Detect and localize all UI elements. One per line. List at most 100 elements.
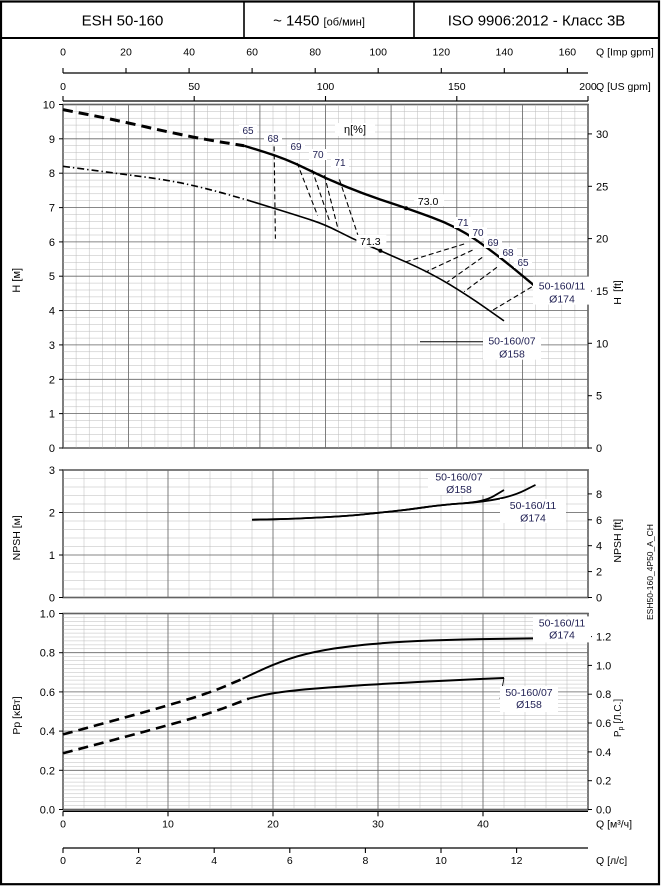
- svg-text:5: 5: [49, 271, 55, 283]
- svg-text:0.2: 0.2: [596, 776, 611, 788]
- svg-text:2: 2: [49, 374, 55, 386]
- svg-text:0: 0: [596, 443, 602, 455]
- svg-text:2: 2: [596, 567, 602, 579]
- svg-text:[ft]: [ft]: [612, 280, 624, 292]
- svg-text:70: 70: [472, 228, 484, 239]
- svg-text:15: 15: [596, 286, 608, 298]
- svg-text:0: 0: [60, 818, 66, 830]
- svg-text:0.8: 0.8: [40, 648, 55, 660]
- svg-text:3: 3: [49, 465, 55, 477]
- svg-text:0.2: 0.2: [40, 765, 55, 777]
- svg-text:2: 2: [49, 508, 55, 520]
- svg-text:10: 10: [162, 818, 174, 830]
- svg-text:0.4: 0.4: [596, 747, 611, 759]
- svg-text:50-160/07: 50-160/07: [488, 336, 535, 348]
- svg-text:10: 10: [435, 855, 447, 867]
- svg-text:Ø174: Ø174: [549, 629, 575, 641]
- svg-text:Ø174: Ø174: [520, 513, 546, 525]
- svg-text:4: 4: [211, 855, 217, 867]
- svg-text:1.2: 1.2: [596, 632, 611, 644]
- svg-text:100: 100: [369, 47, 387, 59]
- svg-text:η[%]: η[%]: [344, 124, 366, 136]
- svg-text:20: 20: [267, 818, 279, 830]
- svg-text:0: 0: [49, 593, 55, 605]
- svg-text:H [м]: H [м]: [11, 268, 23, 293]
- svg-text:60: 60: [246, 47, 258, 59]
- svg-text:1: 1: [49, 550, 55, 562]
- svg-text:0: 0: [49, 443, 55, 455]
- svg-text:70: 70: [312, 150, 324, 161]
- svg-text:65: 65: [242, 126, 254, 137]
- svg-text:NPSH [ft]: NPSH [ft]: [612, 519, 624, 563]
- svg-text:0.8: 0.8: [596, 689, 611, 701]
- svg-text:10: 10: [43, 100, 55, 112]
- svg-text:65: 65: [517, 258, 529, 269]
- svg-text:H: H: [612, 297, 624, 305]
- svg-text:ISO 9906:2012 - Класс 3В: ISO 9906:2012 - Класс 3В: [448, 12, 626, 29]
- svg-text:Pp [κВт]: Pp [κВт]: [11, 696, 23, 734]
- svg-text:69: 69: [487, 238, 499, 249]
- svg-text:Ø158: Ø158: [446, 484, 472, 496]
- svg-text:150: 150: [448, 81, 466, 93]
- svg-text:4: 4: [596, 541, 602, 553]
- svg-text:0.0: 0.0: [596, 805, 611, 817]
- svg-text:6: 6: [49, 237, 55, 249]
- svg-text:1.0: 1.0: [40, 609, 55, 621]
- svg-text:0.4: 0.4: [40, 726, 55, 738]
- svg-text:160: 160: [559, 47, 577, 59]
- svg-text:Ø158: Ø158: [516, 699, 542, 711]
- svg-text:Q [м³/ч]: Q [м³/ч]: [596, 818, 632, 830]
- svg-text:80: 80: [309, 47, 321, 59]
- svg-text:0.6: 0.6: [596, 718, 611, 730]
- svg-text:50: 50: [188, 81, 200, 93]
- svg-text:0: 0: [60, 81, 66, 93]
- svg-text:Pр [Л.С.]: Pр [Л.С.]: [613, 699, 625, 737]
- svg-text:20: 20: [596, 234, 608, 246]
- svg-text:10: 10: [596, 338, 608, 350]
- svg-text:50-160/11: 50-160/11: [539, 617, 586, 629]
- svg-text:12: 12: [511, 855, 523, 867]
- svg-text:30: 30: [372, 818, 384, 830]
- svg-text:Q [л/c]: Q [л/c]: [596, 855, 627, 867]
- svg-text:40: 40: [183, 47, 195, 59]
- svg-text:25: 25: [596, 181, 608, 193]
- svg-text:1: 1: [49, 409, 55, 421]
- svg-text:ESH 50-160: ESH 50-160: [82, 12, 164, 29]
- svg-text:0: 0: [596, 593, 602, 605]
- svg-text:50-160/11: 50-160/11: [539, 281, 586, 293]
- svg-text:68: 68: [267, 134, 279, 145]
- svg-text:50-160/07: 50-160/07: [435, 472, 482, 484]
- svg-text:0: 0: [60, 47, 66, 59]
- svg-text:140: 140: [496, 47, 514, 59]
- svg-text:20: 20: [120, 47, 132, 59]
- svg-text:100: 100: [317, 81, 335, 93]
- svg-text:68: 68: [502, 248, 514, 259]
- svg-text:120: 120: [433, 47, 451, 59]
- svg-text:Q [Imp gpm]: Q [Imp gpm]: [596, 47, 654, 59]
- svg-text:1.0: 1.0: [596, 660, 611, 672]
- svg-text:Ø158: Ø158: [499, 349, 525, 361]
- svg-text:ESH50-160_4P50_A_CH: ESH50-160_4P50_A_CH: [645, 524, 655, 620]
- svg-text:4: 4: [49, 306, 55, 318]
- svg-text:0.6: 0.6: [40, 687, 55, 699]
- svg-text:5: 5: [596, 391, 602, 403]
- svg-text:69: 69: [290, 142, 302, 153]
- svg-text:9: 9: [49, 134, 55, 146]
- svg-text:50-160/11: 50-160/11: [510, 500, 557, 512]
- svg-text:6: 6: [596, 515, 602, 527]
- svg-text:200: 200: [579, 81, 597, 93]
- svg-text:73.0: 73.0: [418, 196, 439, 208]
- svg-text:8: 8: [596, 489, 602, 501]
- svg-text:8: 8: [49, 168, 55, 180]
- svg-text:7: 7: [49, 203, 55, 215]
- svg-text:50-160/07: 50-160/07: [505, 687, 552, 699]
- svg-text:NPSH [м]: NPSH [м]: [11, 515, 23, 560]
- svg-text:71: 71: [334, 158, 346, 169]
- svg-text:8: 8: [362, 855, 368, 867]
- svg-text:30: 30: [596, 129, 608, 141]
- svg-text:3: 3: [49, 340, 55, 352]
- svg-text:2: 2: [136, 855, 142, 867]
- svg-text:71: 71: [457, 218, 469, 229]
- svg-text:40: 40: [477, 818, 489, 830]
- svg-text:Q [US gpm]: Q [US gpm]: [596, 81, 651, 93]
